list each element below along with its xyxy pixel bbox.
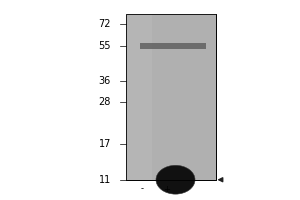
Text: +: +: [163, 184, 170, 194]
Text: 11: 11: [99, 175, 111, 185]
Text: -: -: [141, 184, 144, 194]
Bar: [126, 14, 216, 180]
Bar: [126, 14, 216, 180]
Bar: [140, 43, 206, 49]
Bar: [152, 14, 216, 180]
Bar: [126, 14, 152, 180]
Text: 17: 17: [99, 139, 111, 149]
Ellipse shape: [156, 165, 195, 194]
Text: 28: 28: [99, 97, 111, 107]
Text: 72: 72: [98, 19, 111, 29]
Text: 55: 55: [98, 41, 111, 51]
Text: 36: 36: [99, 76, 111, 86]
